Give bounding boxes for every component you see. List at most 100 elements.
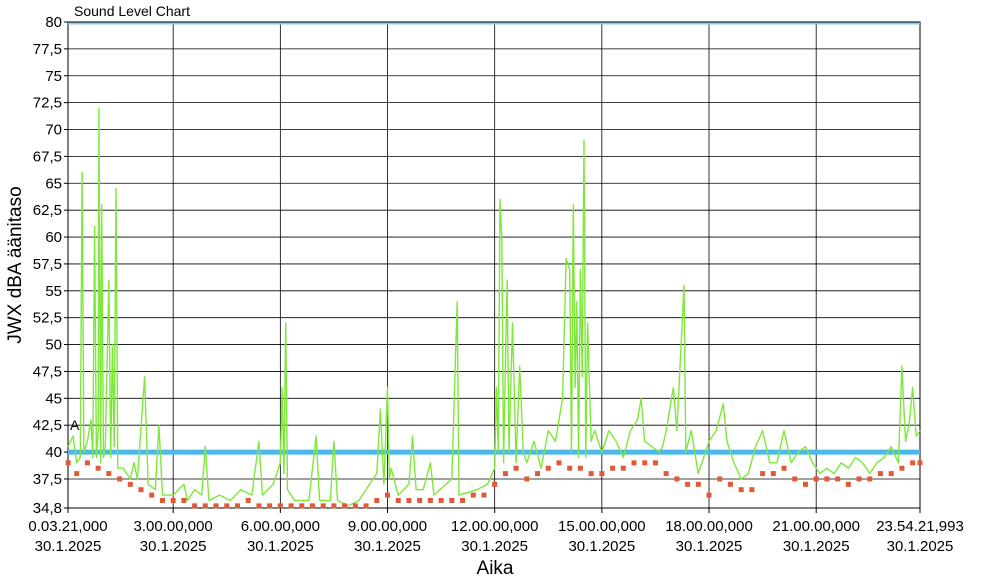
level-marker: [888, 471, 894, 477]
level-marker: [234, 503, 240, 509]
level-marker: [749, 487, 755, 493]
x-tick-date-label: 30.1.2025: [568, 538, 635, 555]
level-marker: [727, 481, 733, 487]
level-marker: [309, 503, 315, 509]
level-marker: [663, 471, 669, 477]
level-marker: [213, 503, 219, 509]
x-tick-date-label: 30.1.2025: [461, 538, 528, 555]
x-tick-time-label: 3.00.00,000: [134, 518, 213, 535]
y-tick-label: 55: [45, 283, 62, 300]
level-marker: [149, 492, 155, 498]
level-marker: [760, 471, 766, 477]
y-tick-label: 67,5: [33, 148, 62, 165]
x-axis-label: Aika: [477, 558, 514, 579]
level-marker: [770, 471, 776, 477]
level-marker: [84, 460, 90, 466]
level-marker: [106, 471, 112, 477]
chart-title: Sound Level Chart: [74, 3, 190, 19]
x-tick-date-label: 30.1.2025: [247, 538, 314, 555]
x-tick-time-label: 23.54.21,993: [876, 518, 964, 535]
threshold-group: A: [68, 417, 920, 455]
level-marker: [320, 503, 326, 509]
level-marker: [695, 481, 701, 487]
y-tick-label: 62,5: [33, 202, 62, 219]
level-marker: [267, 503, 273, 509]
level-marker: [127, 481, 133, 487]
level-marker: [288, 503, 294, 509]
level-marker: [460, 497, 466, 503]
level-marker: [502, 471, 508, 477]
x-tick-time-label: 0.03.21,000: [28, 518, 107, 535]
x-tick-time-label: 6.00.00,000: [241, 518, 320, 535]
level-marker: [277, 503, 283, 509]
y-tick-label: 50: [45, 337, 62, 354]
level-marker: [342, 503, 348, 509]
grid-lines: [68, 22, 920, 508]
level-marker: [706, 492, 712, 498]
x-tick-time-label: 15.00.00,000: [558, 518, 646, 535]
y-tick-label: 72,5: [33, 95, 62, 112]
level-marker: [299, 503, 305, 509]
level-marker: [331, 503, 337, 509]
level-marker: [717, 476, 723, 482]
level-marker: [406, 497, 412, 503]
level-marker: [910, 460, 916, 466]
y-tick-label: 40: [45, 444, 62, 461]
level-marker: [524, 476, 530, 482]
x-tick-date-label: 30.1.2025: [35, 538, 102, 555]
level-marker: [917, 460, 923, 466]
x-tick-date-label: 30.1.2025: [140, 538, 207, 555]
level-marker: [170, 497, 176, 503]
y-tick-label: 47,5: [33, 363, 62, 380]
x-axis-ticks: 0.03.21,000 30.1.2025 3.00.00,000 30.1.2025…: [28, 508, 964, 555]
y-tick-label: 52,5: [33, 310, 62, 327]
level-marker: [395, 497, 401, 503]
level-marker: [631, 460, 637, 466]
y-axis-label: JWX dBA äänitaso: [5, 186, 26, 343]
level-marker: [202, 503, 208, 509]
level-marker: [652, 460, 658, 466]
level-marker: [374, 497, 380, 503]
y-tick-label: 60: [45, 229, 62, 246]
x-tick-date-label: 30.1.2025: [676, 538, 743, 555]
level-marker: [599, 471, 605, 477]
level-marker: [470, 492, 476, 498]
level-marker: [610, 465, 616, 471]
level-marker: [159, 497, 165, 503]
level-marker: [781, 465, 787, 471]
level-marker: [449, 497, 455, 503]
y-tick-label: 70: [45, 122, 62, 139]
sound-level-line: [67, 107, 921, 507]
level-marker: [685, 481, 691, 487]
level-marker: [845, 481, 851, 487]
series-marker-group: [65, 460, 923, 509]
threshold-label: A: [70, 417, 80, 433]
y-axis-ticks: 80 77,5 75 72,5 70 67,5 65 62,5 60 57,5 55 52,5 50 47…: [33, 14, 68, 517]
x-tick-date-label: 30.1.2025: [354, 538, 421, 555]
y-tick-label: 80: [45, 14, 62, 31]
level-marker: [802, 481, 808, 487]
level-marker: [245, 497, 251, 503]
x-tick-time-label: 12.00.00,000: [451, 518, 539, 535]
level-marker: [674, 476, 680, 482]
level-marker: [856, 476, 862, 482]
series-line-group: [67, 107, 921, 507]
level-marker: [438, 497, 444, 503]
level-marker: [74, 471, 80, 477]
level-marker: [513, 465, 519, 471]
level-marker: [867, 476, 873, 482]
level-marker: [567, 465, 573, 471]
level-marker: [738, 487, 744, 493]
y-tick-label: 45: [45, 390, 62, 407]
level-marker: [877, 471, 883, 477]
y-tick-label: 34,8: [33, 500, 62, 517]
level-marker: [835, 476, 841, 482]
x-tick-time-label: 21.00.00,000: [772, 518, 860, 535]
level-marker: [192, 503, 198, 509]
y-tick-label: 42,5: [33, 417, 62, 434]
level-marker: [620, 465, 626, 471]
level-marker: [352, 503, 358, 509]
level-marker: [535, 471, 541, 477]
level-marker: [481, 492, 487, 498]
